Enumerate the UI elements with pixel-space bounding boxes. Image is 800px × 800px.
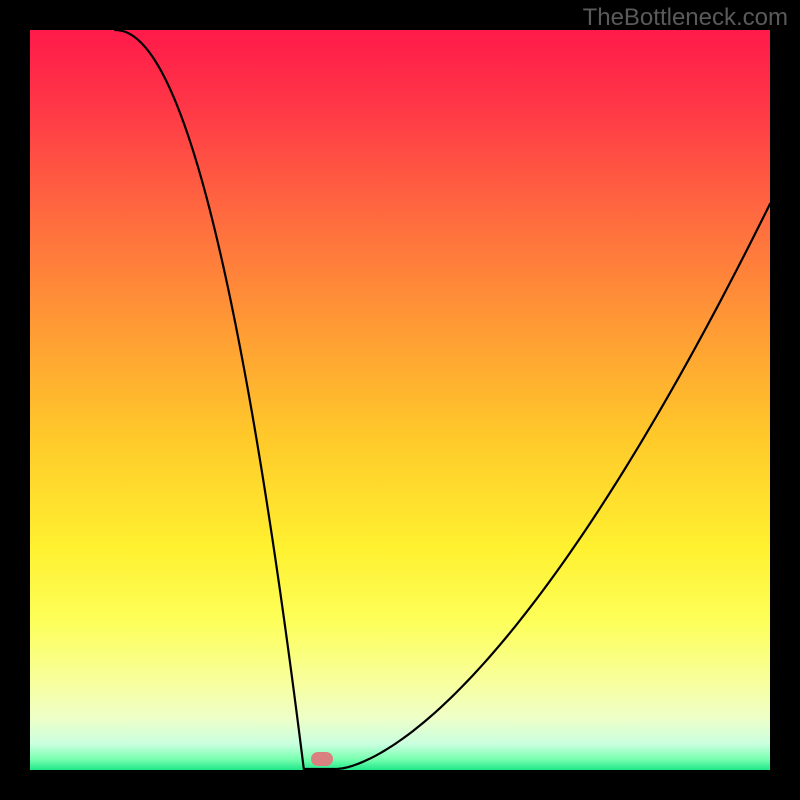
gradient-background [30, 30, 770, 770]
chart-container: TheBottleneck.com [0, 0, 800, 800]
watermark-text: TheBottleneck.com [583, 4, 788, 32]
plot-area [30, 30, 770, 770]
optimal-point-marker [311, 752, 333, 766]
